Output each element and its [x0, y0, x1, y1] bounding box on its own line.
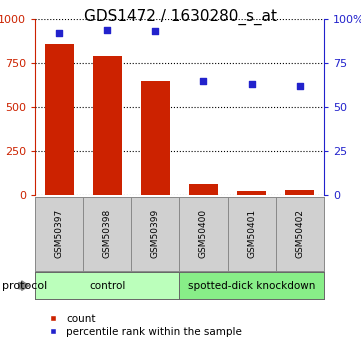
Text: GSM50401: GSM50401 [247, 209, 256, 258]
Text: spotted-dick knockdown: spotted-dick knockdown [188, 281, 315, 290]
Point [297, 83, 303, 89]
Point [201, 78, 206, 83]
Text: GSM50398: GSM50398 [103, 209, 112, 258]
Text: protocol: protocol [2, 281, 47, 290]
Text: GDS1472 / 1630280_s_at: GDS1472 / 1630280_s_at [84, 9, 277, 25]
Text: control: control [89, 281, 125, 290]
Point [152, 29, 158, 34]
Bar [237, 190, 266, 195]
Text: GSM50402: GSM50402 [295, 209, 304, 258]
Point [249, 81, 255, 87]
Text: GSM50397: GSM50397 [55, 209, 64, 258]
Bar [141, 81, 170, 195]
Point [104, 27, 110, 32]
Bar [285, 190, 314, 195]
Point [56, 30, 62, 36]
Bar [93, 56, 122, 195]
Text: GSM50399: GSM50399 [151, 209, 160, 258]
Bar [45, 43, 74, 195]
Text: GSM50400: GSM50400 [199, 209, 208, 258]
Bar [189, 184, 218, 195]
Legend: count, percentile rank within the sample: count, percentile rank within the sample [41, 313, 243, 338]
